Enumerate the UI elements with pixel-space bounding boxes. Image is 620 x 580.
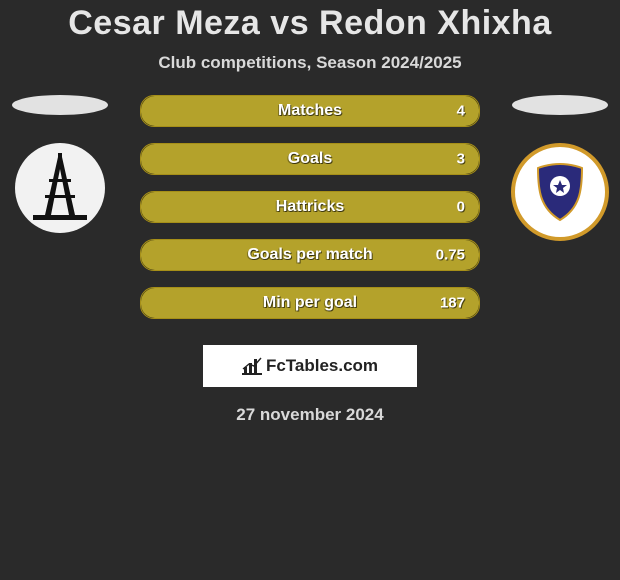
stat-bar: Goals 3: [140, 143, 480, 175]
attribution-badge: FcTables.com: [203, 345, 417, 387]
oil-derrick-icon: [25, 153, 95, 223]
stat-bar-value: 0: [457, 199, 465, 216]
stat-bars: Matches 4 Goals 3 Hattricks 0 Goals per match 0…: [140, 95, 480, 335]
as-of-date: 27 november 2024: [0, 405, 620, 425]
stat-bar-label: Goals: [288, 150, 332, 168]
comparison-infographic: Cesar Meza vs Redon Xhixha Club competit…: [0, 0, 620, 580]
stat-bar: Goals per match 0.75: [140, 239, 480, 271]
stat-bar-value: 187: [440, 295, 465, 312]
body-row: Matches 4 Goals 3 Hattricks 0 Goals per match 0…: [0, 101, 620, 331]
stat-bar-label: Min per goal: [263, 294, 357, 312]
stat-bar-value: 4: [457, 103, 465, 120]
club-crest-right: [511, 143, 609, 241]
player-left-column: [10, 95, 110, 233]
club-crest-left: [15, 143, 105, 233]
stat-bar-label: Hattricks: [276, 198, 344, 216]
stat-bar-value: 3: [457, 151, 465, 168]
shield-crest-icon: [528, 160, 592, 224]
stat-bar-label: Goals per match: [247, 246, 372, 264]
subtitle: Club competitions, Season 2024/2025: [0, 53, 620, 73]
stat-bar: Hattricks 0: [140, 191, 480, 223]
player-right-column: [510, 95, 610, 241]
stat-bar: Matches 4: [140, 95, 480, 127]
page-title: Cesar Meza vs Redon Xhixha: [0, 0, 620, 43]
attribution-text: FcTables.com: [266, 356, 378, 376]
stat-bar-label: Matches: [278, 102, 342, 120]
shadow-oval-right: [512, 95, 608, 115]
stat-bar: Min per goal 187: [140, 287, 480, 319]
shadow-oval-left: [12, 95, 108, 115]
stat-bar-value: 0.75: [436, 247, 465, 264]
bar-chart-icon: [242, 357, 262, 375]
